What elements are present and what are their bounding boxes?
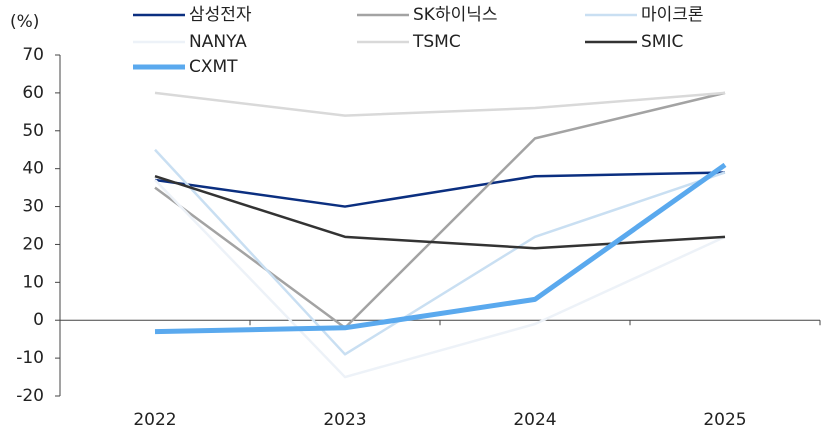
y-tick-label: 10 — [22, 272, 44, 292]
y-tick-label: 70 — [22, 45, 44, 65]
series-line — [154, 91, 726, 330]
legend-label: SMIC — [641, 32, 683, 52]
legend-label: 마이크론 — [641, 5, 704, 25]
y-tick-label: 40 — [22, 159, 44, 179]
legend-label: SK하이닉스 — [413, 5, 498, 25]
y-tick-label: 50 — [22, 121, 44, 141]
x-tick-label: 2022 — [133, 410, 176, 430]
series-line — [154, 91, 726, 117]
series-line — [154, 162, 727, 335]
y-tick-label: 20 — [22, 234, 44, 254]
series-line — [154, 175, 726, 250]
y-tick-label: 0 — [33, 310, 44, 330]
legend-label: NANYA — [189, 32, 247, 52]
x-tick-label: 2025 — [703, 410, 746, 430]
series-line — [154, 179, 726, 379]
series-line — [154, 148, 726, 356]
legend-label: 삼성전자 — [189, 5, 252, 25]
x-tick-label: 2024 — [513, 410, 556, 430]
series-line — [154, 171, 726, 208]
y-tick-label: 30 — [22, 197, 44, 217]
y-tick-label: -10 — [16, 348, 44, 368]
legend-label: TSMC — [412, 32, 461, 52]
y-tick-label: -20 — [16, 386, 44, 406]
legend-label: CXMT — [189, 57, 238, 77]
y-axis-label: (%) — [10, 12, 39, 32]
y-tick-label: 60 — [22, 83, 44, 103]
x-tick-label: 2023 — [323, 410, 366, 430]
